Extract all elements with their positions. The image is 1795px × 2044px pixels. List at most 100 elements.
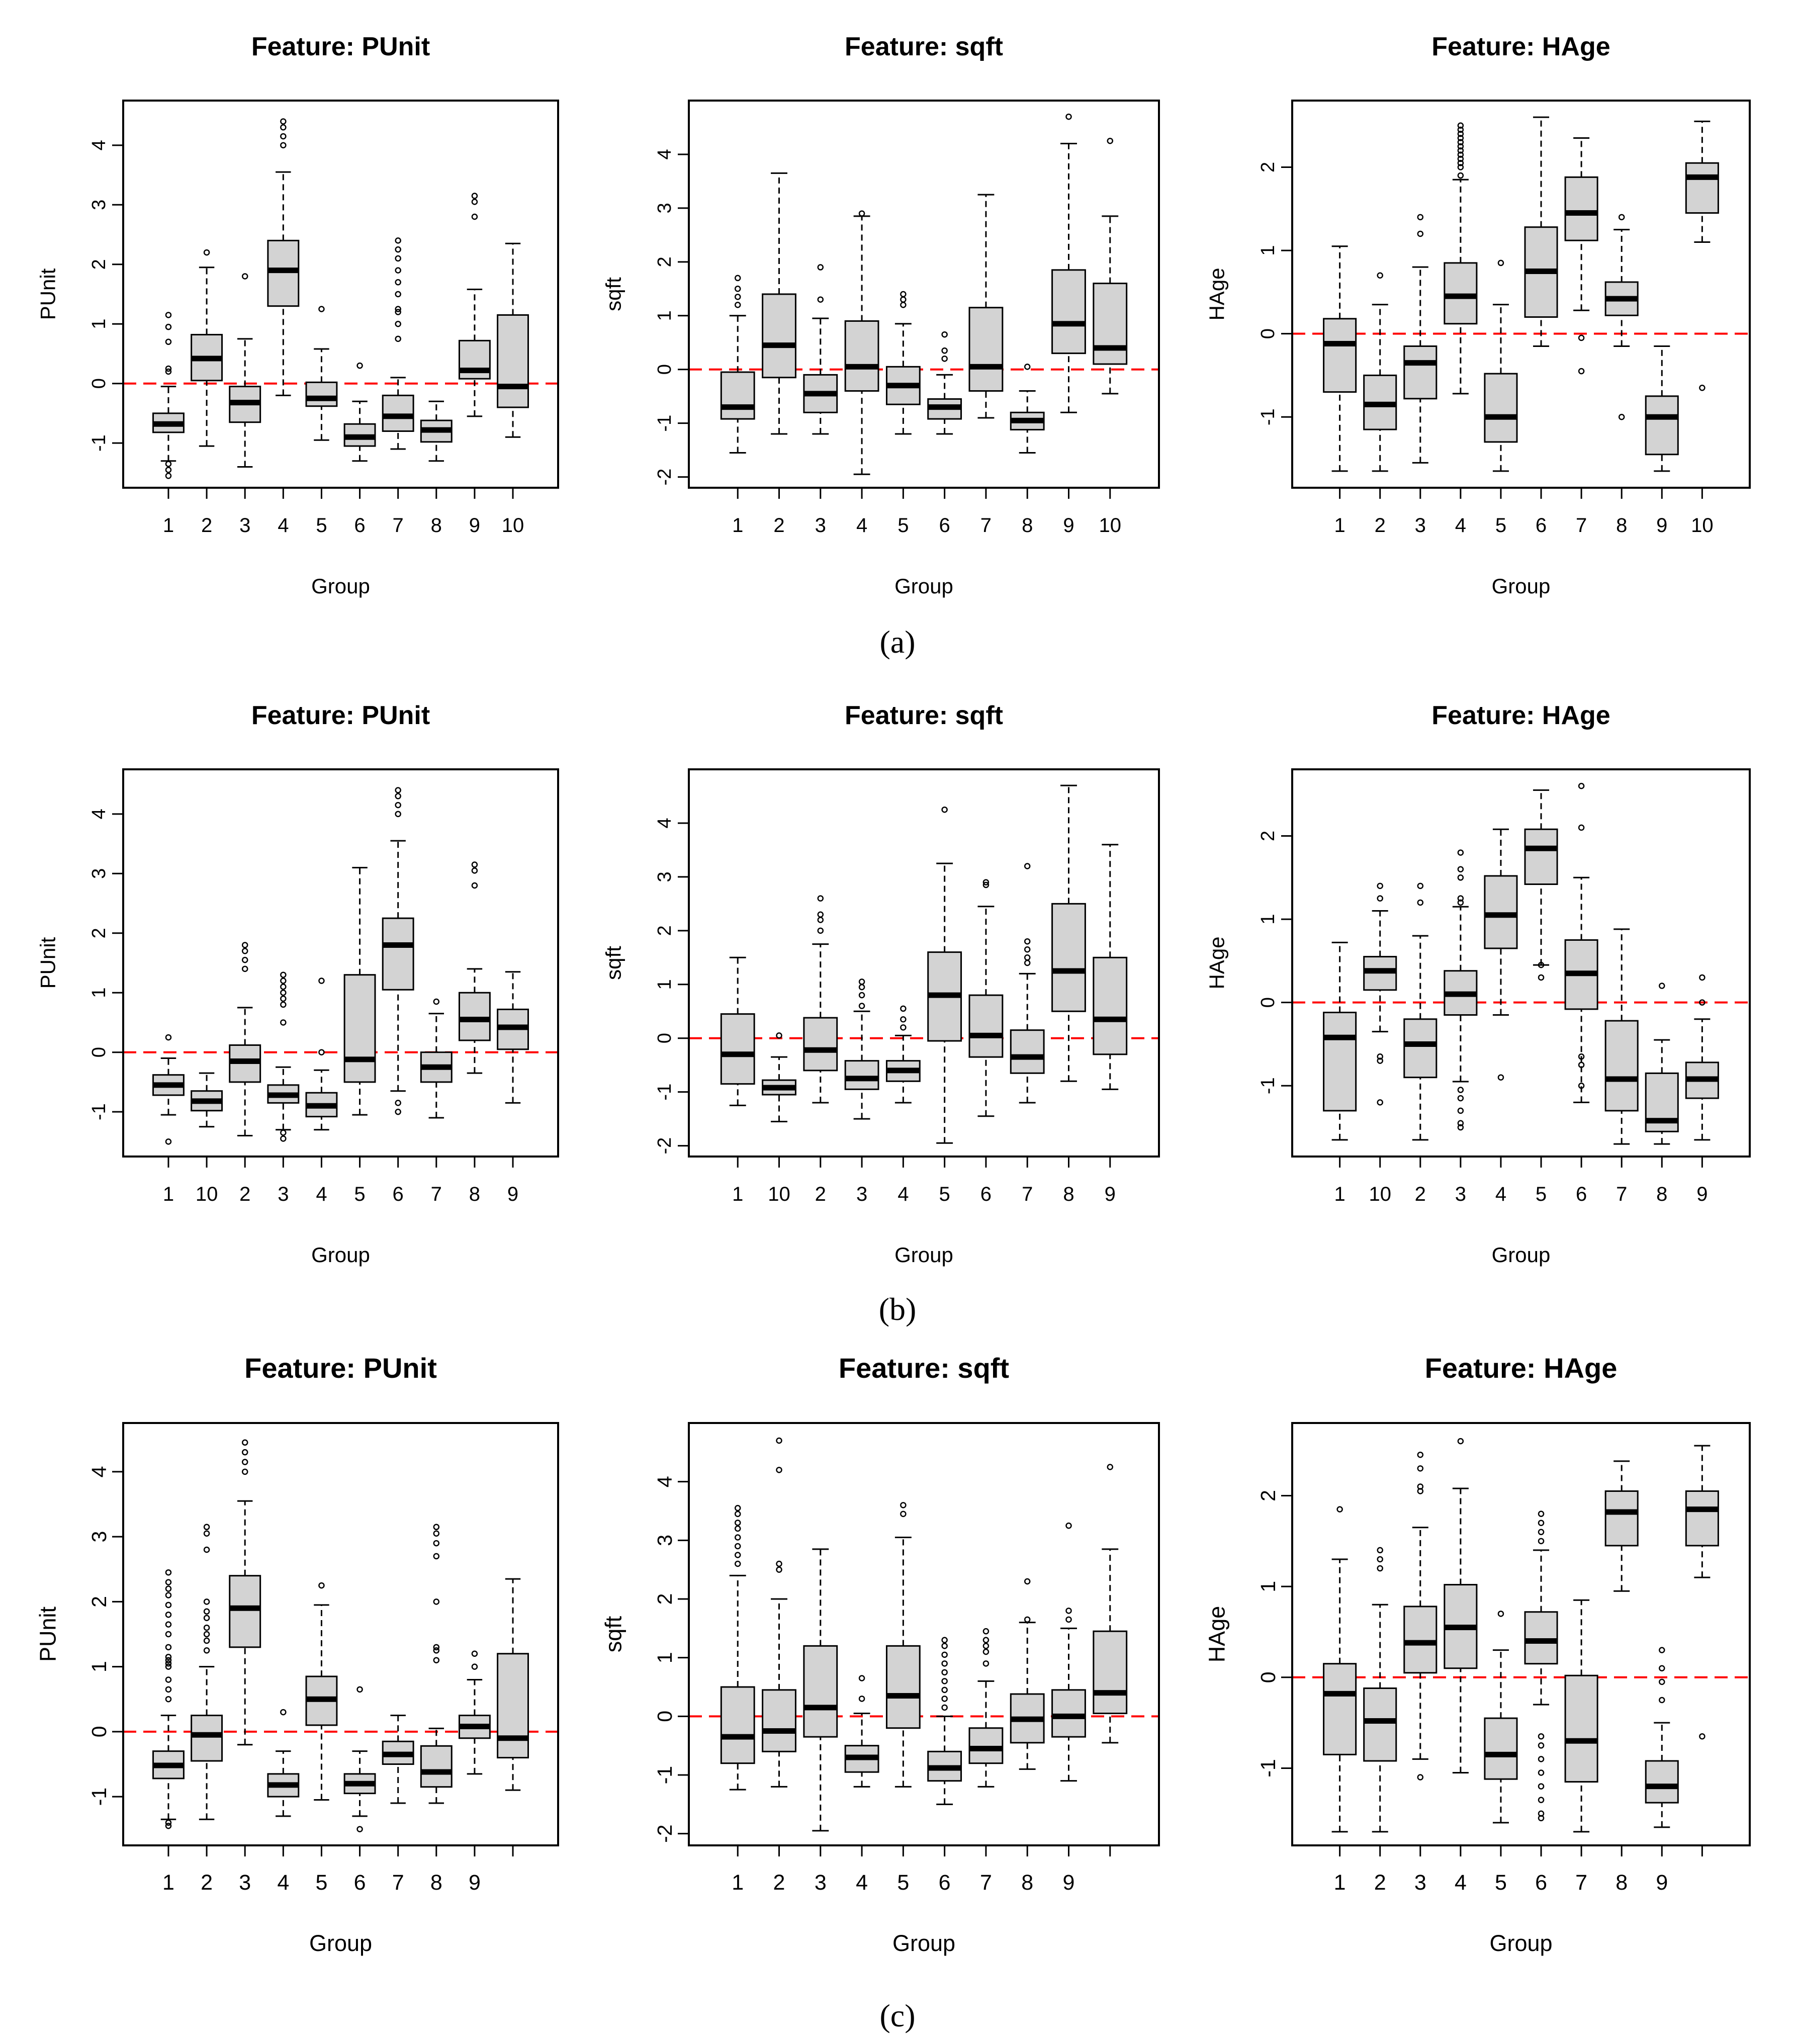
outlier-point bbox=[165, 1579, 172, 1585]
x-tick-label: 2 bbox=[1375, 514, 1386, 537]
box-group-5 bbox=[343, 866, 376, 1116]
x-axis-label: Group bbox=[892, 1930, 955, 1956]
box-group-9 bbox=[1051, 113, 1086, 413]
panel-a-1: Feature: PUnit -1 0 1 2 3 4 1 2 3 4 5 6 7 8 9 10 Group PUn… bbox=[36, 32, 559, 598]
box bbox=[1323, 318, 1357, 393]
outlier-point bbox=[1618, 413, 1625, 420]
x-tick-label: 9 bbox=[469, 514, 480, 537]
box bbox=[968, 307, 1004, 392]
outlier-point bbox=[1457, 172, 1464, 179]
x-tick-label: 7 bbox=[1575, 1871, 1587, 1895]
outlier-point bbox=[280, 989, 287, 996]
y-tick-label: 1 bbox=[87, 1661, 111, 1672]
x-tick-label: 3 bbox=[1415, 514, 1426, 537]
outlier-point bbox=[734, 286, 741, 292]
outlier-point bbox=[395, 1100, 401, 1106]
outlier-point bbox=[165, 1644, 172, 1651]
outlier-point bbox=[471, 199, 478, 205]
outlier-point bbox=[776, 1467, 782, 1473]
box-group-8 bbox=[1604, 1460, 1639, 1592]
x-tick-label: 1 bbox=[1334, 1871, 1346, 1895]
box-group-4 bbox=[844, 1675, 879, 1788]
x-tick-label: 5 bbox=[315, 1871, 327, 1895]
outlier-point bbox=[356, 1826, 363, 1832]
outlier-point bbox=[395, 306, 401, 312]
outlier-point bbox=[280, 984, 287, 990]
plot-frame bbox=[688, 1422, 1160, 1846]
outlier-point bbox=[1457, 849, 1464, 856]
y-axis-label: sqft bbox=[601, 1616, 626, 1652]
outlier-point bbox=[776, 1437, 782, 1444]
outlier-point bbox=[858, 992, 865, 999]
plot-frame bbox=[122, 768, 559, 1158]
box-group-3 bbox=[267, 971, 300, 1142]
x-tick-label: 7 bbox=[1616, 1183, 1627, 1205]
x-tick-label: 8 bbox=[469, 1183, 480, 1205]
outlier-point bbox=[280, 142, 287, 149]
outlier-point bbox=[395, 335, 401, 342]
box-group-3 bbox=[229, 273, 261, 468]
x-tick-label: 4 bbox=[856, 1871, 868, 1895]
y-tick-label: -1 bbox=[1258, 408, 1279, 425]
x-tick-label: 7 bbox=[431, 1183, 442, 1205]
box-group-5 bbox=[1484, 1611, 1518, 1824]
caption-c: (c) bbox=[879, 1998, 915, 2033]
outlier-point bbox=[318, 1049, 325, 1055]
outlier-point bbox=[1065, 1522, 1072, 1529]
y-tick-label: 0 bbox=[654, 364, 675, 375]
outlier-point bbox=[1457, 1124, 1464, 1131]
outlier-point bbox=[1538, 1815, 1545, 1822]
outlier-point bbox=[165, 1631, 172, 1638]
outlier-point bbox=[1024, 938, 1031, 945]
box-group-8 bbox=[1645, 983, 1679, 1145]
box bbox=[1645, 395, 1679, 456]
box-group-9 bbox=[1051, 1522, 1086, 1782]
outlier-point bbox=[280, 1001, 287, 1008]
outlier-point bbox=[734, 294, 741, 300]
plot-frame bbox=[1291, 100, 1751, 489]
outlier-point bbox=[1417, 899, 1424, 906]
box bbox=[720, 371, 755, 420]
box-group-1 bbox=[1323, 245, 1357, 472]
outlier-point bbox=[433, 1530, 440, 1537]
box-group-6 bbox=[968, 879, 1004, 1117]
outlier-point bbox=[734, 1520, 741, 1526]
y-tick-label: 2 bbox=[653, 1593, 676, 1605]
outlier-point bbox=[1538, 1769, 1545, 1776]
x-tick-label: 9 bbox=[1063, 514, 1074, 537]
box-group-4 bbox=[885, 1005, 921, 1104]
x-tick-label: 10 bbox=[1691, 514, 1714, 537]
outlier-point bbox=[165, 1676, 172, 1683]
outlier-point bbox=[817, 927, 824, 934]
box-group-2 bbox=[762, 1437, 796, 1788]
outlier-point bbox=[203, 1530, 210, 1537]
outlier-point bbox=[395, 246, 401, 253]
outlier-point bbox=[471, 882, 478, 889]
x-tick-label: 10 bbox=[196, 1183, 218, 1205]
x-tick-label: 9 bbox=[1656, 1871, 1668, 1895]
outlier-point bbox=[1377, 1547, 1383, 1554]
outlier-point bbox=[900, 1016, 907, 1023]
outlier-point bbox=[1538, 974, 1545, 981]
y-tick-label: 4 bbox=[88, 140, 110, 150]
outlier-point bbox=[1024, 863, 1031, 869]
y-tick-label: 0 bbox=[1256, 1671, 1280, 1683]
outlier-point bbox=[900, 1510, 907, 1518]
box bbox=[720, 1013, 755, 1085]
box-group-6 bbox=[1524, 116, 1558, 347]
y-tick-label: 0 bbox=[1258, 997, 1279, 1008]
outlier-point bbox=[1538, 1733, 1545, 1740]
panel-c-1: Feature: PUnit -1 0 1 2 3 4 1 2 3 4 5 6 7 8 9 Group PUnit bbox=[35, 1352, 559, 1956]
x-tick-label: 2 bbox=[1374, 1871, 1386, 1895]
box-group-6 bbox=[1564, 782, 1598, 1103]
outlier-point bbox=[982, 879, 990, 885]
y-tick-label: -1 bbox=[1258, 1077, 1279, 1094]
panel-c-3: Feature: HAge -1 0 1 2 1 2 3 4 5 6 7 8 9 Group HAge bbox=[1204, 1352, 1751, 1956]
x-tick-label: 5 bbox=[316, 514, 327, 537]
x-tick-label: 2 bbox=[201, 1871, 213, 1895]
outlier-point bbox=[433, 1657, 440, 1663]
y-tick-label: 2 bbox=[654, 256, 675, 267]
x-tick-label: 4 bbox=[1495, 1183, 1506, 1205]
outlier-point bbox=[982, 1643, 990, 1649]
